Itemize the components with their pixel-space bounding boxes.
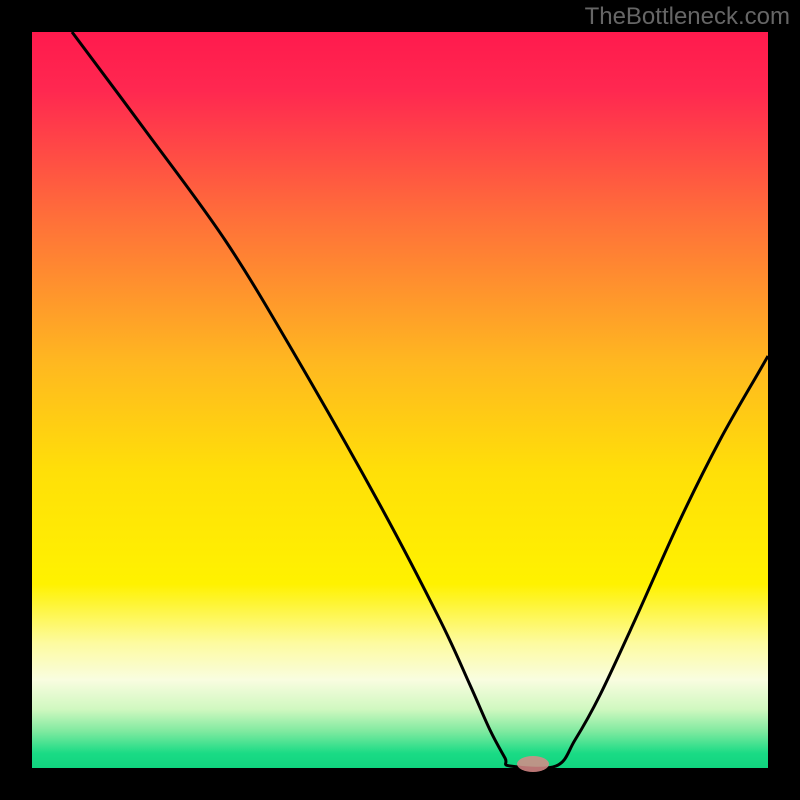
bottleneck-chart: TheBottleneck.com xyxy=(0,0,800,800)
watermark-text: TheBottleneck.com xyxy=(585,3,790,30)
optimal-marker xyxy=(517,756,549,772)
chart-plot-background xyxy=(32,32,768,768)
chart-container: TheBottleneck.com xyxy=(0,0,800,800)
